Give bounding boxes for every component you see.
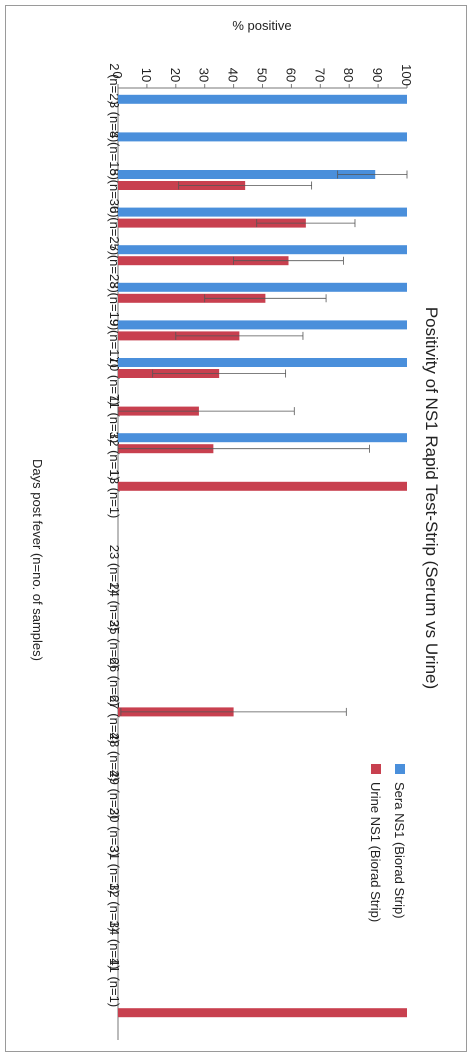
sera-bar <box>118 94 407 104</box>
category-label: 25 (n=6) <box>107 620 122 669</box>
value-tick-label: 0 <box>110 71 125 78</box>
sera-bar <box>118 282 407 292</box>
bars <box>118 94 407 1018</box>
chart-title: Positivity of NS1 Rapid Test-Strip (Seru… <box>422 307 441 689</box>
category-label: 41 (n=1) <box>107 958 122 1007</box>
value-tick-label: 20 <box>168 68 183 82</box>
sera-bar <box>118 207 407 217</box>
legend-swatch <box>371 764 381 774</box>
category-label: 13 (n=1) <box>107 470 122 519</box>
error-bars <box>117 170 408 716</box>
urine-bar <box>118 256 289 266</box>
value-tick-label: 40 <box>226 68 241 82</box>
value-axis: 0 10 20 30 40 50 60 70 80 90 100 <box>110 64 414 89</box>
sera-bar <box>118 433 407 443</box>
sera-bar <box>118 170 376 179</box>
category-label: 3 (n=8) <box>107 101 122 143</box>
value-axis-title: % positive <box>232 18 291 33</box>
urine-bar <box>118 218 306 228</box>
legend-label: Sera NS1 (Biorad Strip) <box>392 782 407 919</box>
sera-bar <box>118 132 407 142</box>
urine-bar <box>118 1008 407 1018</box>
category-label: 26 (n=6) <box>107 658 122 707</box>
category-label: 2 (n=2) <box>107 63 122 105</box>
category-label: 29 (n=2) <box>107 770 122 819</box>
value-tick-label: 80 <box>341 68 356 82</box>
value-tick-label: 100 <box>399 64 414 86</box>
value-tick-label: 10 <box>139 68 154 82</box>
chart-frame <box>5 5 467 1052</box>
sera-bar <box>118 245 407 255</box>
value-tick-label: 70 <box>312 68 327 82</box>
sera-bar <box>118 358 407 367</box>
sera-bar <box>118 320 407 330</box>
category-label: 31 (n=1) <box>107 846 122 895</box>
category-label: 30 (n=3) <box>107 808 122 857</box>
legend-label: Urine NS1 (Biorad Strip) <box>368 782 383 922</box>
category-label: 23 (n=1) <box>107 545 122 594</box>
category-label: 34 (n=1) <box>107 921 122 970</box>
category-label: 24 (n=3) <box>107 582 122 631</box>
urine-bar <box>118 481 407 491</box>
legend-swatch <box>395 764 405 774</box>
value-tick-label: 30 <box>197 68 212 82</box>
value-tick-label: 90 <box>370 68 385 82</box>
urine-bar <box>118 293 266 303</box>
category-axis-title: Days post fever (n=no. of samples) <box>30 459 45 661</box>
value-tick-label: 50 <box>255 68 270 82</box>
category-label: 28 (n=4) <box>107 733 122 782</box>
value-tick-label: 60 <box>283 68 298 82</box>
category-label: 32 (n=1) <box>107 883 122 932</box>
legend: Sera NS1 (Biorad Strip) Urine NS1 (Biorad… <box>368 764 407 922</box>
category-label: 4 (n=18) <box>107 131 122 180</box>
